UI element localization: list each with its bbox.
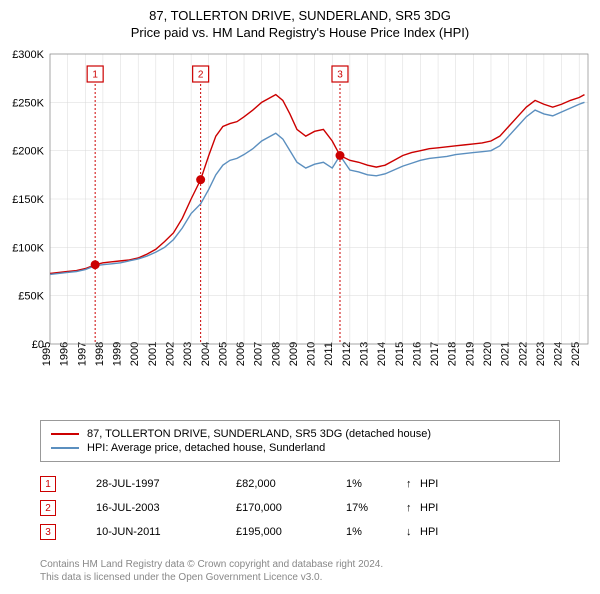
svg-text:2: 2 (198, 70, 204, 81)
svg-text:2015: 2015 (394, 342, 406, 366)
svg-text:2002: 2002 (164, 342, 176, 366)
svg-text:2014: 2014 (376, 342, 388, 366)
svg-text:3: 3 (337, 70, 343, 81)
footer-line-2: This data is licensed under the Open Gov… (40, 571, 560, 584)
transaction-hpi-label: HPI (420, 478, 438, 490)
transaction-price: £82,000 (236, 478, 346, 490)
svg-text:2010: 2010 (306, 342, 318, 366)
transaction-hpi-label: HPI (420, 526, 438, 538)
svg-text:2003: 2003 (182, 342, 194, 366)
title-subtitle: Price paid vs. HM Land Registry's House … (0, 25, 600, 40)
transaction-pct: 17% (346, 502, 406, 514)
footer-attribution: Contains HM Land Registry data © Crown c… (40, 558, 560, 594)
transaction-arrow-icon: ↑ (406, 502, 420, 514)
transaction-marker: 3 (40, 524, 56, 540)
svg-text:2017: 2017 (429, 342, 441, 366)
svg-text:£100K: £100K (12, 242, 44, 254)
legend-item: 87, TOLLERTON DRIVE, SUNDERLAND, SR5 3DG… (51, 427, 549, 441)
svg-text:2024: 2024 (553, 342, 565, 366)
svg-text:£50K: £50K (18, 291, 44, 303)
svg-text:£300K: £300K (12, 49, 44, 61)
transaction-date: 10-JUN-2011 (96, 526, 236, 538)
svg-text:£200K: £200K (12, 146, 44, 158)
svg-text:2009: 2009 (288, 342, 300, 366)
legend-label: HPI: Average price, detached house, Sund… (87, 442, 325, 454)
transaction-row: 3 10-JUN-2011£195,0001%↓HPI (40, 520, 560, 544)
svg-text:2008: 2008 (270, 342, 282, 366)
title-block: 87, TOLLERTON DRIVE, SUNDERLAND, SR5 3DG… (0, 0, 600, 44)
svg-text:2000: 2000 (129, 342, 141, 366)
svg-text:2016: 2016 (411, 342, 423, 366)
svg-text:2023: 2023 (535, 342, 547, 366)
transaction-price: £195,000 (236, 526, 346, 538)
svg-text:1999: 1999 (112, 342, 124, 366)
transactions-table: 128-JUL-1997£82,0001%↑HPI216-JUL-2003£17… (40, 472, 560, 544)
svg-text:2005: 2005 (217, 342, 229, 366)
svg-text:2004: 2004 (200, 342, 212, 366)
svg-text:1995: 1995 (41, 342, 53, 366)
svg-text:1996: 1996 (59, 342, 71, 366)
transaction-pct: 1% (346, 526, 406, 538)
svg-text:2007: 2007 (253, 342, 265, 366)
legend: 87, TOLLERTON DRIVE, SUNDERLAND, SR5 3DG… (40, 420, 560, 462)
transaction-date: 28-JUL-1997 (96, 478, 236, 490)
transaction-row: 2 16-JUL-2003£170,00017%↑HPI (40, 496, 560, 520)
transaction-marker: 1 (40, 476, 56, 492)
svg-text:2020: 2020 (482, 342, 494, 366)
transaction-arrow-icon: ↓ (406, 526, 420, 538)
svg-text:2022: 2022 (517, 342, 529, 366)
svg-text:2013: 2013 (359, 342, 371, 366)
svg-text:2006: 2006 (235, 342, 247, 366)
svg-text:2025: 2025 (570, 342, 582, 366)
title-address: 87, TOLLERTON DRIVE, SUNDERLAND, SR5 3DG (0, 8, 600, 23)
legend-item: HPI: Average price, detached house, Sund… (51, 441, 549, 455)
transaction-pct: 1% (346, 478, 406, 490)
transaction-marker: 2 (40, 500, 56, 516)
svg-text:1: 1 (92, 70, 98, 81)
svg-text:£150K: £150K (12, 194, 44, 206)
svg-text:2021: 2021 (500, 342, 512, 366)
transaction-hpi-label: HPI (420, 502, 438, 514)
svg-text:2011: 2011 (323, 342, 335, 366)
transaction-price: £170,000 (236, 502, 346, 514)
legend-label: 87, TOLLERTON DRIVE, SUNDERLAND, SR5 3DG… (87, 428, 431, 440)
footer-line-1: Contains HM Land Registry data © Crown c… (40, 558, 560, 571)
svg-text:2019: 2019 (464, 342, 476, 366)
plot-area: £0£50K£100K£150K£200K£250K£300K199519961… (0, 44, 600, 414)
svg-text:2012: 2012 (341, 342, 353, 366)
transaction-row: 1 28-JUL-1997£82,0001%↑HPI (40, 472, 560, 496)
svg-text:2001: 2001 (147, 342, 159, 366)
svg-text:1997: 1997 (76, 342, 88, 366)
legend-swatch (51, 433, 79, 435)
legend-swatch (51, 447, 79, 449)
chart-container: 87, TOLLERTON DRIVE, SUNDERLAND, SR5 3DG… (0, 0, 600, 594)
line-chart-svg: £0£50K£100K£150K£200K£250K£300K199519961… (0, 44, 600, 414)
transaction-date: 16-JUL-2003 (96, 502, 236, 514)
svg-text:2018: 2018 (447, 342, 459, 366)
transaction-arrow-icon: ↑ (406, 478, 420, 490)
svg-text:1998: 1998 (94, 342, 106, 366)
svg-text:£250K: £250K (12, 97, 44, 109)
